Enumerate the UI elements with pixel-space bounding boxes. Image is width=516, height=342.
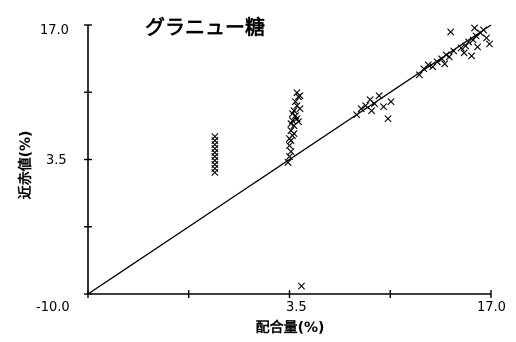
data-point	[415, 71, 423, 79]
y-tick-label: 17.0	[40, 23, 69, 38]
data-point	[469, 36, 477, 44]
data-point	[368, 107, 376, 115]
data-point	[447, 28, 455, 36]
data-point	[441, 60, 449, 68]
x-tick-label: -10.0	[36, 300, 70, 315]
data-point	[291, 98, 300, 106]
data-point	[433, 58, 441, 66]
x-tick-label: 3.5	[286, 300, 307, 315]
data-point	[370, 100, 379, 108]
data-point	[472, 32, 480, 40]
data-point	[288, 110, 297, 118]
data-point	[457, 44, 465, 52]
data-point	[468, 52, 476, 60]
data-point	[479, 26, 488, 34]
data-point	[465, 38, 473, 46]
data-point	[296, 105, 304, 113]
data-point	[424, 61, 432, 69]
data-point	[357, 105, 365, 113]
data-point	[379, 103, 388, 111]
data-point	[384, 115, 392, 123]
data-point	[285, 141, 294, 150]
data-point	[485, 40, 494, 48]
data-point	[482, 34, 491, 42]
data-point	[450, 47, 458, 55]
chart-title: グラニュー糖	[145, 15, 265, 39]
scatter-points	[211, 24, 494, 290]
data-point	[375, 92, 383, 100]
y-tick-label: 3.5	[46, 153, 67, 168]
data-point	[473, 43, 482, 51]
data-point	[211, 132, 219, 141]
data-point	[353, 111, 361, 119]
x-tick-label: 17.0	[477, 300, 506, 315]
data-point	[387, 98, 395, 106]
data-point	[460, 49, 468, 57]
y-axis-label: 近赤値(%)	[17, 131, 34, 200]
data-point	[296, 92, 304, 100]
data-point	[287, 147, 295, 156]
x-axis-label: 配合量(%)	[256, 319, 325, 336]
data-point	[284, 158, 292, 167]
data-point	[462, 42, 470, 50]
data-point	[362, 102, 370, 110]
data-point	[445, 53, 453, 61]
data-point	[297, 282, 306, 290]
data-point	[285, 134, 294, 143]
data-point	[285, 152, 294, 161]
data-point	[294, 118, 303, 126]
data-point	[470, 24, 479, 32]
data-point	[287, 120, 295, 128]
reference-line	[87, 24, 492, 295]
axis-ticks	[84, 24, 492, 298]
